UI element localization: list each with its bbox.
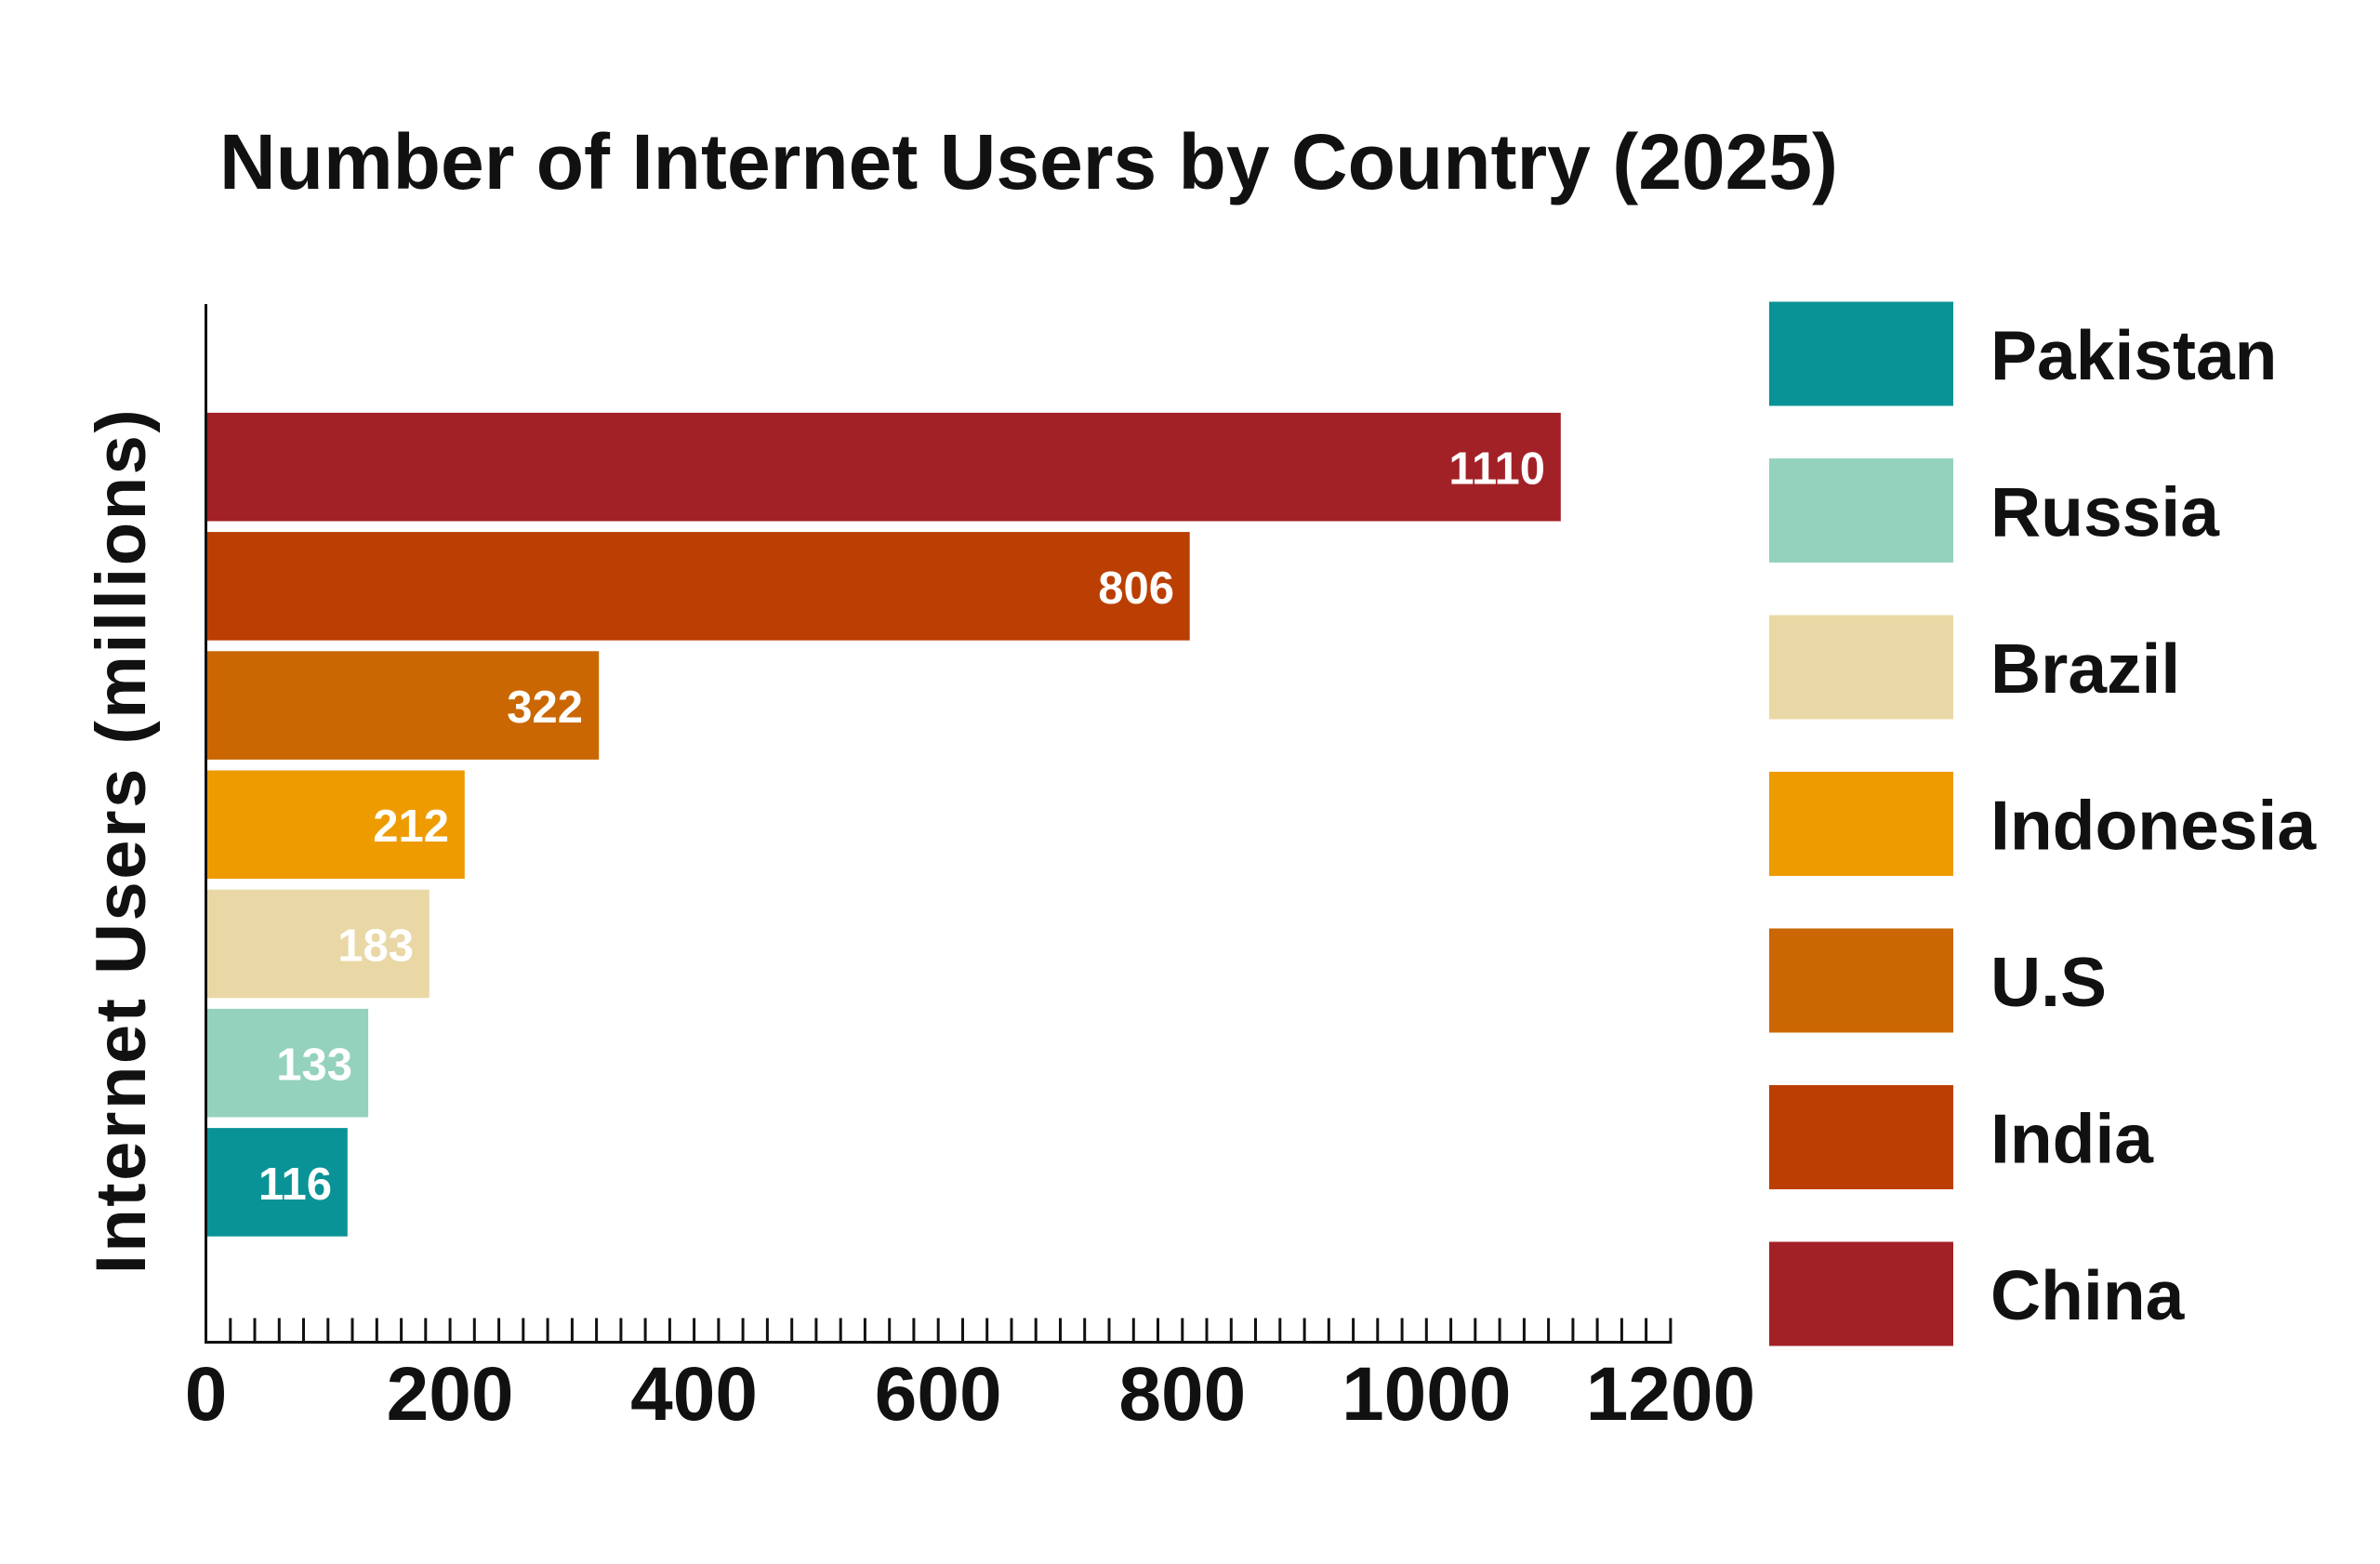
svg-text:India: India xyxy=(1990,1099,2154,1177)
svg-text:1200: 1200 xyxy=(1586,1352,1755,1437)
svg-text:Indonesia: Indonesia xyxy=(1990,786,2317,864)
svg-text:China: China xyxy=(1990,1256,2186,1334)
svg-text:133: 133 xyxy=(276,1040,352,1091)
svg-text:322: 322 xyxy=(507,683,583,733)
svg-text:116: 116 xyxy=(258,1160,332,1210)
svg-text:800: 800 xyxy=(1118,1352,1246,1437)
svg-text:U.S: U.S xyxy=(1990,943,2107,1021)
svg-text:183: 183 xyxy=(337,921,414,971)
svg-text:200: 200 xyxy=(387,1352,514,1437)
svg-text:1110: 1110 xyxy=(1448,444,1545,495)
svg-text:Number of Internet Users by Co: Number of Internet Users by Country (202… xyxy=(219,118,1838,205)
svg-text:Brazil: Brazil xyxy=(1990,630,2180,708)
svg-text:Internet Users (millions): Internet Users (millions) xyxy=(82,407,161,1274)
svg-text:0: 0 xyxy=(185,1352,228,1437)
svg-text:Pakistan: Pakistan xyxy=(1990,316,2278,394)
svg-text:1000: 1000 xyxy=(1342,1352,1511,1437)
svg-text:806: 806 xyxy=(1098,563,1174,614)
svg-text:Russia: Russia xyxy=(1990,472,2220,550)
svg-text:600: 600 xyxy=(875,1352,1002,1437)
svg-text:212: 212 xyxy=(373,802,449,852)
svg-text:400: 400 xyxy=(630,1352,758,1437)
